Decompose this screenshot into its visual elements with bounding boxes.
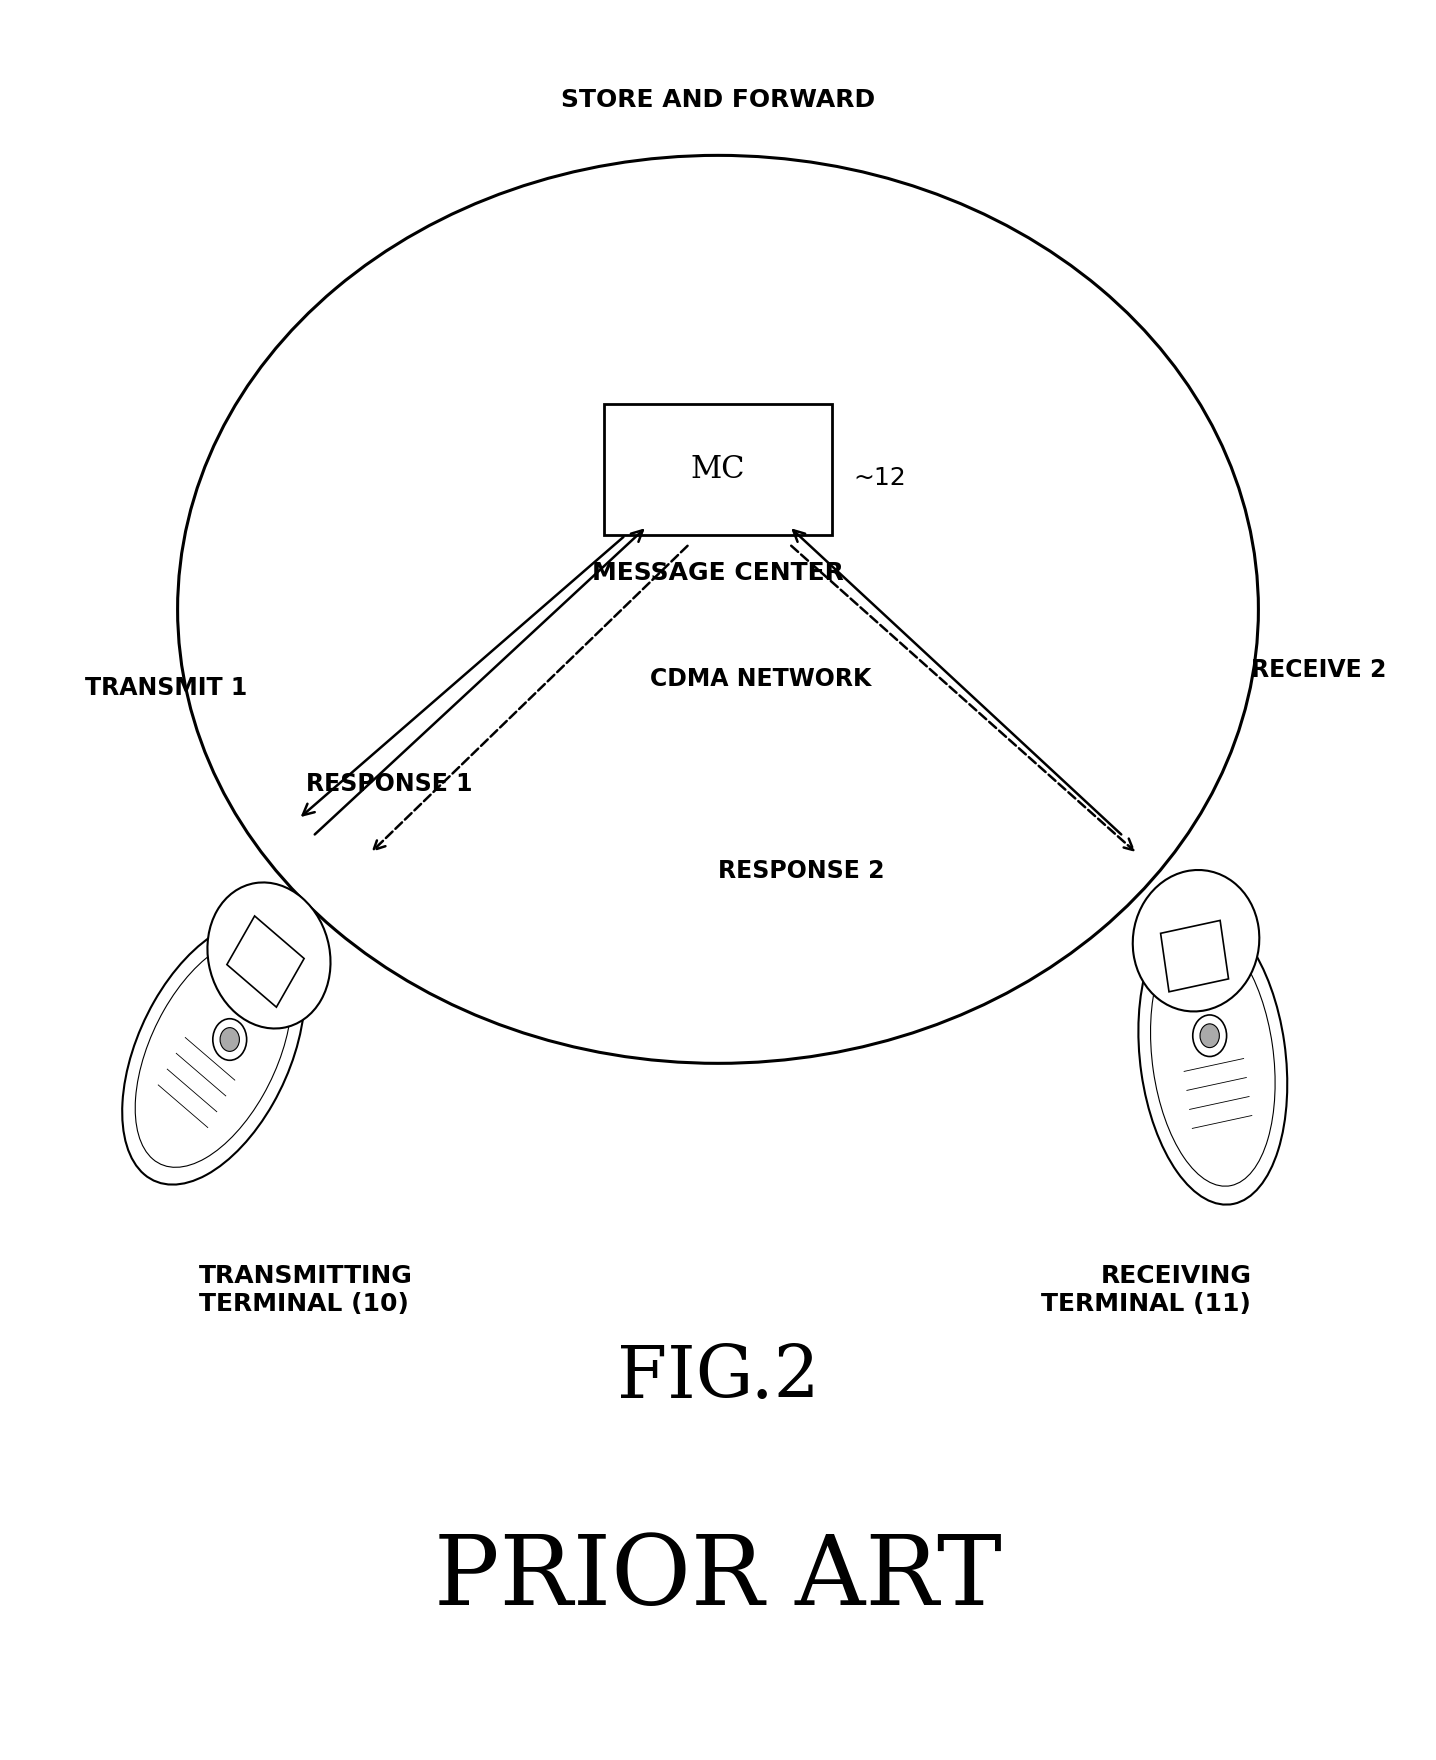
Text: STORE AND FORWARD: STORE AND FORWARD xyxy=(561,88,875,111)
Ellipse shape xyxy=(1133,869,1259,1012)
Text: PRIOR ART: PRIOR ART xyxy=(434,1531,1002,1626)
Text: CDMA NETWORK: CDMA NETWORK xyxy=(651,667,872,692)
Ellipse shape xyxy=(122,920,304,1184)
Text: RESPONSE 2: RESPONSE 2 xyxy=(718,859,885,884)
Bar xyxy=(1160,920,1229,993)
Ellipse shape xyxy=(207,882,330,1028)
Text: RECEIVING
TERMINAL (11): RECEIVING TERMINAL (11) xyxy=(1041,1264,1251,1316)
Text: FIG.2: FIG.2 xyxy=(616,1343,820,1413)
Text: RESPONSE 1: RESPONSE 1 xyxy=(306,773,472,796)
Text: MC: MC xyxy=(691,454,745,486)
Circle shape xyxy=(1200,1024,1219,1047)
Text: TRANSMITTING
TERMINAL (10): TRANSMITTING TERMINAL (10) xyxy=(200,1264,412,1316)
Text: TRANSMIT 1: TRANSMIT 1 xyxy=(85,676,247,700)
Text: RECEIVE 2: RECEIVE 2 xyxy=(1251,658,1387,683)
Text: ~12: ~12 xyxy=(853,466,906,491)
Text: MESSAGE CENTER: MESSAGE CENTER xyxy=(592,561,844,586)
Ellipse shape xyxy=(1139,910,1287,1204)
Circle shape xyxy=(220,1028,240,1051)
Bar xyxy=(605,405,831,535)
Bar xyxy=(227,915,304,1007)
